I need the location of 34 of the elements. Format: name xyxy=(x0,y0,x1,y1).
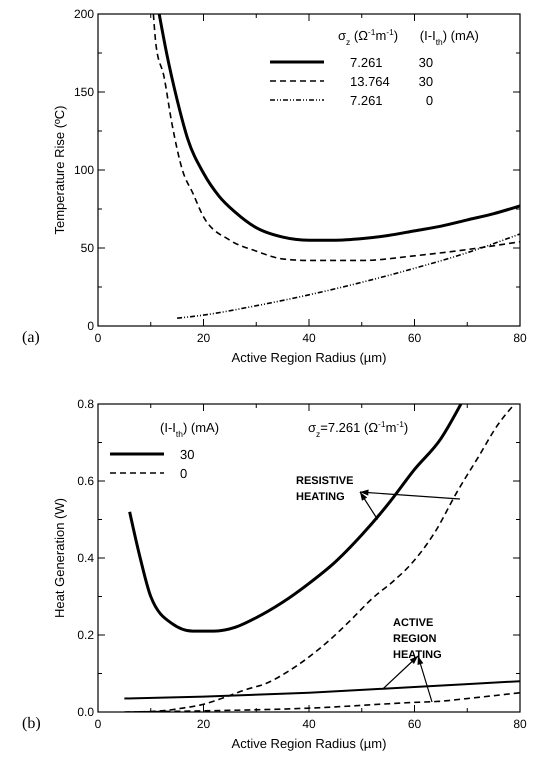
legend-label: 0 xyxy=(180,466,188,481)
text: (a) xyxy=(22,329,40,346)
legend-label: 7.261 0 xyxy=(350,93,434,108)
x-tick-label: 20 xyxy=(196,331,210,345)
y-tick-label: 0.6 xyxy=(77,474,94,488)
y-axis-title: Temperature Rise (ºC) xyxy=(52,105,67,235)
y-axis-title: Heat Generation (W) xyxy=(52,498,67,618)
x-tick-label: 80 xyxy=(513,331,527,345)
y-tick-label: 150 xyxy=(74,85,94,99)
x-axis-title: Active Region Radius (µm) xyxy=(232,350,386,365)
y-tick-label: 0.0 xyxy=(77,705,94,719)
y-tick-label: 0.2 xyxy=(77,628,94,642)
y-tick-label: 0.4 xyxy=(77,551,94,565)
x-tick-label: 20 xyxy=(196,717,210,731)
legend-label: 30 xyxy=(180,447,194,462)
annotation: RESISTIVE HEATING xyxy=(296,475,354,503)
annotation: σ$_{z}$=7.261 (Ω$^{-1}$m$^{-1}$) xyxy=(308,419,408,439)
y-tick-label: 50 xyxy=(80,241,94,255)
legend-label: 7.261 30 xyxy=(350,55,434,70)
legend-title: (I-I$_{th}$) (mA) xyxy=(160,420,220,439)
y-tick-label: 0.8 xyxy=(77,397,94,411)
x-axis-title: Active Region Radius (µm) xyxy=(232,736,386,751)
text: (b) xyxy=(22,715,41,732)
legend-label: 13.764 30 xyxy=(350,74,434,89)
x-tick-label: 40 xyxy=(302,717,316,731)
text: σ$_{z}$ (Ω$^{-1}$m$^{-1}$) (I-I$_{th}$) (mA) xyxy=(338,27,479,47)
annotation: ACTIVE REGION HEATING xyxy=(393,617,442,661)
x-tick-label: 60 xyxy=(408,717,422,731)
x-tick-label: 60 xyxy=(408,331,422,345)
x-tick-label: 80 xyxy=(513,717,527,731)
y-tick-label: 200 xyxy=(74,7,94,21)
x-tick-label: 40 xyxy=(302,331,316,345)
y-tick-label: 100 xyxy=(74,163,94,177)
y-tick-label: 0 xyxy=(87,319,94,333)
